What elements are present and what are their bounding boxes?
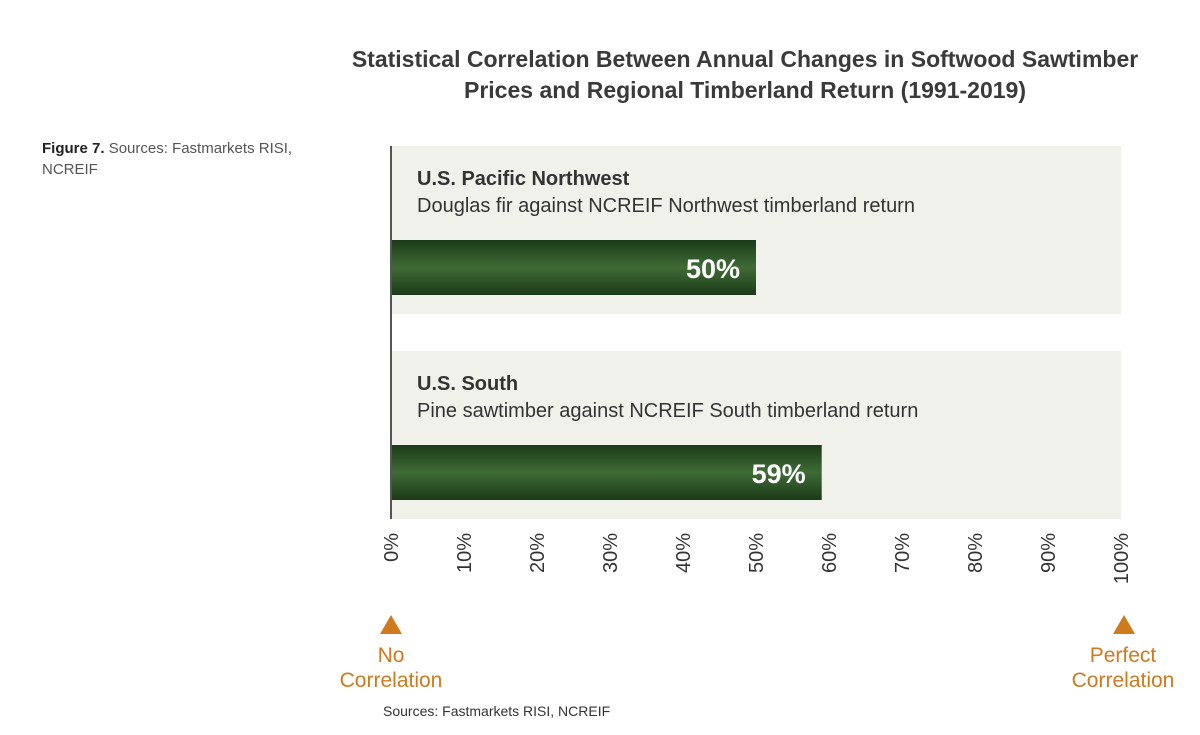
chart-title: Statistical Correlation Between Annual C… xyxy=(351,46,1139,103)
category-subtitle: Pine sawtimber against NCREIF South timb… xyxy=(417,400,918,422)
sources-footnote: Sources: Fastmarkets RISI, NCREIF xyxy=(383,703,611,719)
category-label: U.S. South xyxy=(417,373,518,395)
bar xyxy=(391,240,756,295)
perfect-correlation-label: Correlation xyxy=(1072,669,1175,692)
figure-label: Figure 7. xyxy=(42,140,105,157)
bar-value-label: 50% xyxy=(686,254,740,284)
figure-caption-text: Sources: Fastmarkets RISI, NCREIF xyxy=(42,140,293,178)
tick-label: 100% xyxy=(1111,533,1133,584)
tick-label: 70% xyxy=(892,533,914,573)
tick-label: 80% xyxy=(965,533,987,573)
category-label: U.S. Pacific Northwest xyxy=(417,168,630,190)
no-correlation-label: Correlation xyxy=(340,669,443,692)
perfect-correlation-label: Perfect xyxy=(1090,644,1157,667)
tick-label: 30% xyxy=(600,533,622,573)
bar xyxy=(391,445,822,500)
tick-label: 50% xyxy=(746,533,768,573)
figure-caption: Figure 7. Sources: Fastmarkets RISI, NCR… xyxy=(42,138,332,180)
tick-label: 90% xyxy=(1038,533,1060,573)
tick-label: 0% xyxy=(381,533,403,562)
no-correlation-triangle-icon xyxy=(380,615,402,634)
bar-value-label: 59% xyxy=(752,459,806,489)
tick-label: 60% xyxy=(819,533,841,573)
tick-label: 20% xyxy=(527,533,549,573)
tick-label: 40% xyxy=(673,533,695,573)
category-subtitle: Douglas fir against NCREIF Northwest tim… xyxy=(417,195,915,217)
perfect-correlation-triangle-icon xyxy=(1113,615,1135,634)
no-correlation-label: No xyxy=(378,644,405,667)
tick-label: 10% xyxy=(454,533,476,573)
